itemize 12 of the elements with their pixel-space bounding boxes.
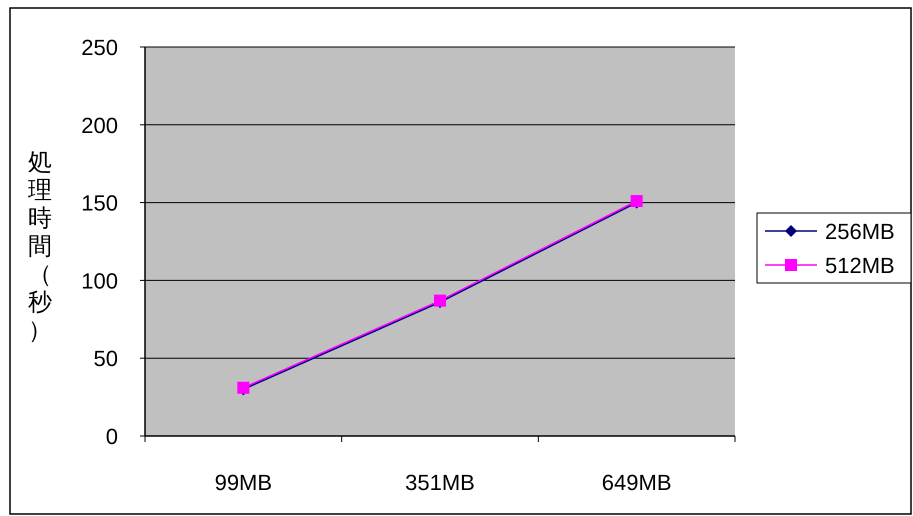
y-tick-label: 100 [81,268,118,294]
y-tick-label: 250 [81,35,118,60]
x-tick-label: 649MB [602,470,672,495]
x-tick-label: 351MB [405,470,475,495]
legend-label: 512MB [825,253,895,278]
y-tick-label: 0 [106,424,118,449]
legend-label: 256MB [825,219,895,244]
x-tick-label: 99MB [214,470,272,495]
y-tick-label: 150 [81,190,118,216]
y-axis-title: 処理時間（秒） [28,149,52,344]
y-tick-label: 50 [94,346,118,372]
y-tick-label: 200 [81,112,118,138]
